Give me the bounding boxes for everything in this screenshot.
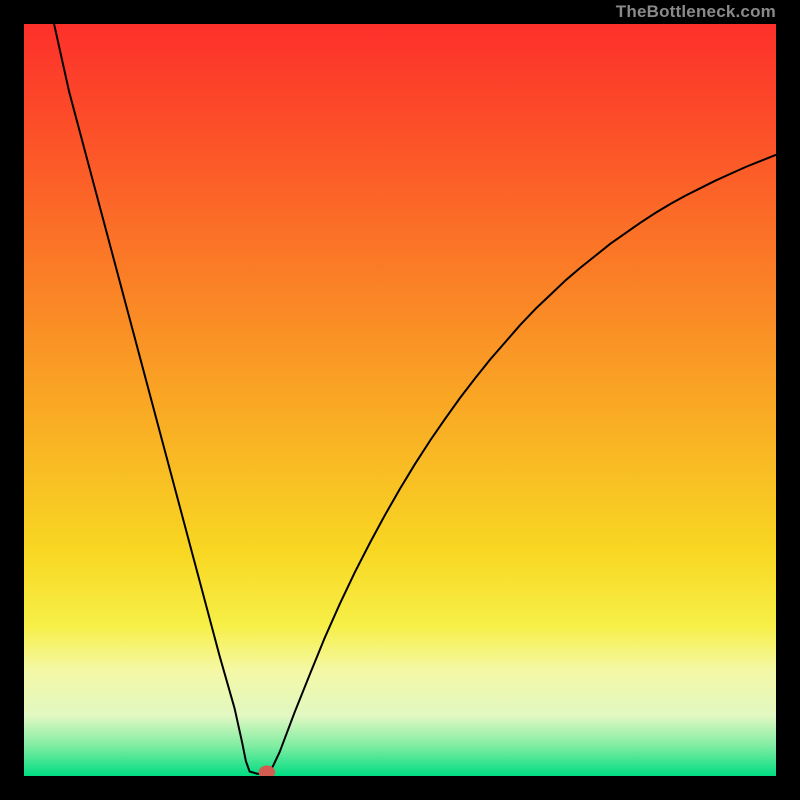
gradient-background [24,24,776,776]
chart-svg [24,24,776,776]
plot-area [24,24,776,776]
stage: TheBottleneck.com [0,0,800,800]
watermark-text: TheBottleneck.com [616,0,776,24]
